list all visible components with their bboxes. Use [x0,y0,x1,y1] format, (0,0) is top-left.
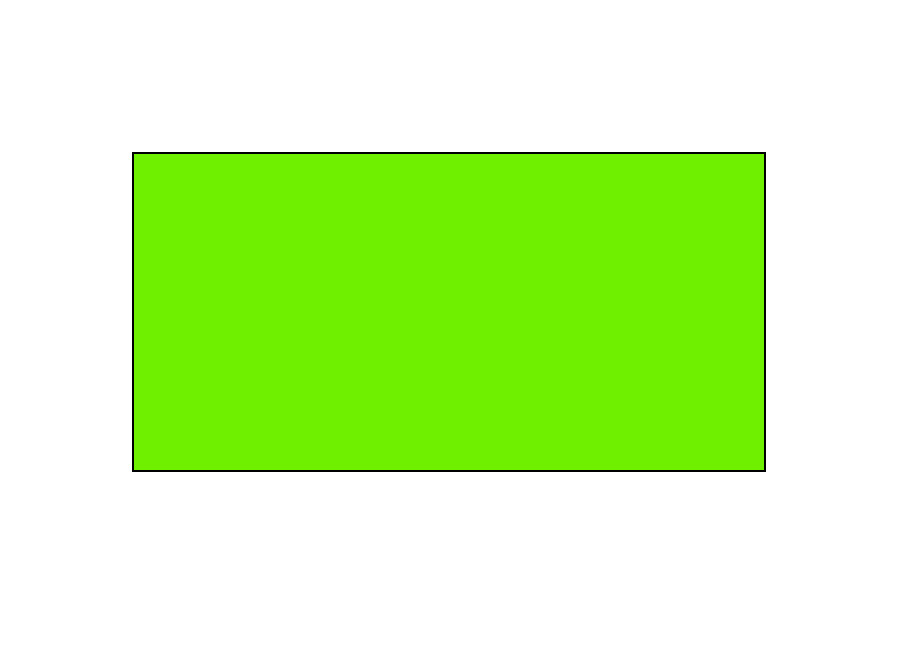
plot-area [132,152,766,472]
colorbar [778,198,904,520]
heatmap-canvas [134,154,764,470]
